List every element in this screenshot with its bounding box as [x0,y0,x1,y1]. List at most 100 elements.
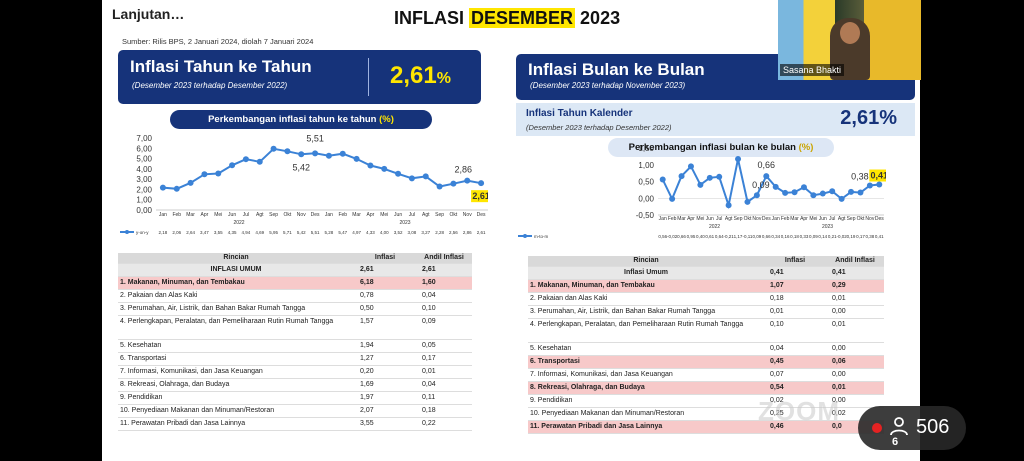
yoy-data-point [381,165,388,172]
yoy-chart-title-text: Perkembangan inflasi tahun ke tahun [208,114,377,125]
mtm-x-tick-label: Apr [800,216,808,222]
mtm-table-row: 3. Perumahan, Air, Listrik, dan Bahan Ba… [528,305,884,319]
yoy-y-tick-label: 7,00 [136,134,152,143]
yoy-data-point [242,156,249,163]
mtm-data-point [735,156,742,163]
yoy-legend-value: 4,69 [255,230,264,235]
participants-button[interactable]: 506 6 [858,406,966,450]
mtm-annotation: 0,41 [871,171,886,181]
mtm-row-label: 9. Pendidikan [528,394,764,408]
mtm-table-row: 8. Rekreasi, Olahraga, dan Budaya 0,54 0,0… [528,381,884,395]
calendar-title: Inflasi Tahun Kalender [526,108,633,119]
mtm-table-row: 5. Kesehatan 0,04 0,00 [528,342,884,356]
mtm-legend-value: 0,40 [696,234,705,239]
continuation-label: Lanjutan… [112,6,185,22]
yoy-table-header: Rincian Inflasi Andil Inflasi [118,253,472,264]
mtm-x-tick-label: Sep [847,216,856,222]
yoy-table-row: 8. Rekreasi, Olahraga, dan Budaya 1,69 0,0… [118,378,472,392]
yoy-row-label: 7. Informasi, Komunikasi, dan Jasa Keuan… [118,365,354,379]
mtm-x-tick-label: Feb [781,216,790,222]
yoy-legend-value: 3,55 [214,230,223,235]
yoy-row-label: 3. Perumahan, Air, Listrik, dan Bahan Ba… [118,302,354,316]
yoy-row-inflasi: 6,18 [354,276,416,290]
webcam-thumbnail[interactable]: Sasana Bhakti [778,0,921,80]
yoy-row-inflasi: 1,27 [354,352,416,366]
mtm-legend-value: 0,17 [856,234,865,239]
yoy-chart-title: Perkembangan inflasi tahun ke tahun (%) [170,110,432,129]
yoy-legend-value: 3,27 [421,230,430,235]
yoy-table-row: INFLASI UMUM 2,61 2,61 [118,263,472,277]
mtm-x-tick-label: Agt [725,216,733,222]
mtm-chart-title-text: Perkembangan inflasi bulan ke bulan [628,142,796,153]
yoy-subtitle: (Desember 2023 terhadap Desember 2022) [132,81,288,90]
yoy-row-andil: 0,11 [416,391,472,405]
mtm-table-row: 6. Transportasi 0,45 0,06 [528,355,884,369]
mtm-legend-value: 0,18 [790,234,799,239]
zoom-watermark: ZOOM [758,396,840,426]
yoy-x-tick-label: Feb [172,212,181,218]
mtm-row-inflasi: 0,07 [764,368,826,382]
yoy-legend-value: 2,18 [159,230,168,235]
yoy-table-row: 6. Transportasi 1,27 0,17 [118,352,472,366]
webcam-name-label: Sasana Bhakti [780,64,845,76]
mtm-row-andil: 0,06 [826,355,884,369]
mtm-legend-value: 0,34 [771,234,780,239]
yoy-legend-value: 3,08 [408,230,417,235]
yoy-annotation: 2,86 [454,165,472,175]
mtm-data-point [744,198,751,205]
mtm-row-inflasi: 0,46 [764,420,826,434]
mtm-row-label: 11. Perawatan Pribadi dan Jasa Lainnya [528,420,764,434]
mtm-x-tick-label: Des [875,216,884,222]
yoy-x-tick-label: Jan [325,212,333,218]
yoy-x-tick-label: Des [311,212,320,218]
mtm-row-andil: 0,00 [826,342,884,356]
mtm-x-tick-label: Sep [734,216,743,222]
mtm-row-label: 8. Rekreasi, Olahraga, dan Budaya [528,381,764,395]
participants-icon [890,417,908,436]
mtm-header-cell: Rincian [528,256,764,267]
mtm-y-tick-label: 0,00 [638,194,654,203]
mtm-legend-value: 0,66 [677,234,686,239]
yoy-table-row: 4. Perlengkapan, Peralatan, dan Pemeliha… [118,315,472,340]
mtm-data-point [829,188,836,195]
mtm-row-andil: 0,01 [826,381,884,395]
yoy-data-point [367,162,374,169]
calendar-value: 2,61% [840,107,897,129]
mtm-legend-value: 0,09 [809,234,818,239]
yoy-data-point [270,145,277,152]
yoy-header-cell: Rincian [118,253,354,264]
yoy-legend-marker [125,230,129,234]
yoy-row-label: 11. Perawatan Pribadi dan Jasa Lainnya [118,417,354,431]
mtm-legend-value: 0,66 [762,234,771,239]
slide-title: INFLASI DESEMBER 2023 [394,8,620,29]
mtm-chart-title-pct: (%) [798,142,814,153]
mtm-row-label: 3. Perumahan, Air, Listrik, dan Bahan Ba… [528,305,764,319]
mtm-legend-value: 1,17 [734,234,743,239]
yoy-legend-value: 2,86 [463,230,472,235]
mtm-row-andil: 0,01 [826,292,884,306]
yoy-box: Inflasi Tahun ke Tahun (Desember 2023 te… [118,50,481,104]
yoy-title: Inflasi Tahun ke Tahun [130,57,312,76]
yoy-row-andil: 0,10 [416,302,472,316]
yoy-table-row: 5. Kesehatan 1,94 0,05 [118,339,472,353]
yoy-x-tick-label: Agt [256,212,264,218]
yoy-row-label: 1. Makanan, Minuman, dan Tembakau [118,276,354,290]
mtm-y-tick-label: 0,50 [638,178,654,187]
mtm-row-label: 6. Transportasi [528,355,764,369]
yoy-year-label: 2023 [399,220,410,226]
yoy-legend-value: 5,95 [269,230,278,235]
yoy-data-point [450,180,457,187]
yoy-row-label: 6. Transportasi [118,352,354,366]
yoy-table-row: 3. Perumahan, Air, Listrik, dan Bahan Ba… [118,302,472,316]
mtm-data-point [876,181,883,188]
yoy-x-tick-label: Jul [243,212,249,218]
yoy-legend-value: 4,00 [380,230,389,235]
calendar-inflation-box: Inflasi Tahun Kalender (Desember 2023 te… [516,103,915,136]
mtm-x-tick-label: Agt [838,216,846,222]
mtm-legend-value: 0,14 [818,234,827,239]
mtm-data-point [810,192,817,199]
yoy-table-row: 9. Pendidikan 1,97 0,11 [118,391,472,405]
yoy-data-point [201,171,208,178]
yoy-table-row: 10. Penyediaan Makanan dan Minuman/Resto… [118,404,472,418]
